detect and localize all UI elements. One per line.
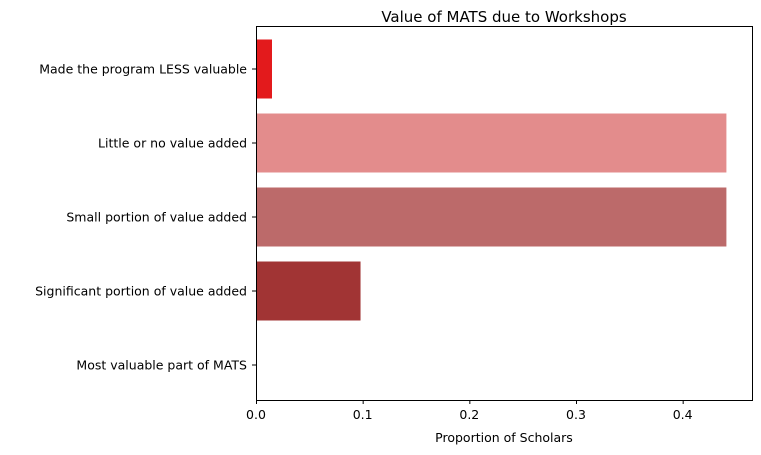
category-label-4: Most valuable part of MATS [76,358,247,373]
x-axis-label: Proportion of Scholars [435,430,573,445]
bar-1 [256,113,727,173]
x-tick-label-1: 0.1 [353,407,373,422]
category-label-0: Made the program LESS valuable [39,62,247,77]
x-axis-ticks: 0.0 0.1 0.2 0.3 0.4 [246,400,693,422]
category-label-3: Significant portion of value added [35,284,247,299]
category-labels: Made the program LESS valuable Little or … [35,62,256,373]
plot-frame [256,26,753,401]
chart-title: Value of MATS due to Workshops [381,8,627,26]
category-label-2: Small portion of value added [66,210,247,225]
bars-group [256,39,727,321]
bar-2 [256,187,727,247]
x-tick-label-2: 0.2 [459,407,479,422]
bar-3 [256,261,361,321]
x-tick-label-3: 0.3 [566,407,586,422]
x-tick-label-0: 0.0 [246,407,266,422]
x-tick-label-4: 0.4 [673,407,693,422]
category-label-1: Little or no value added [98,136,247,151]
bar-0 [256,39,272,99]
